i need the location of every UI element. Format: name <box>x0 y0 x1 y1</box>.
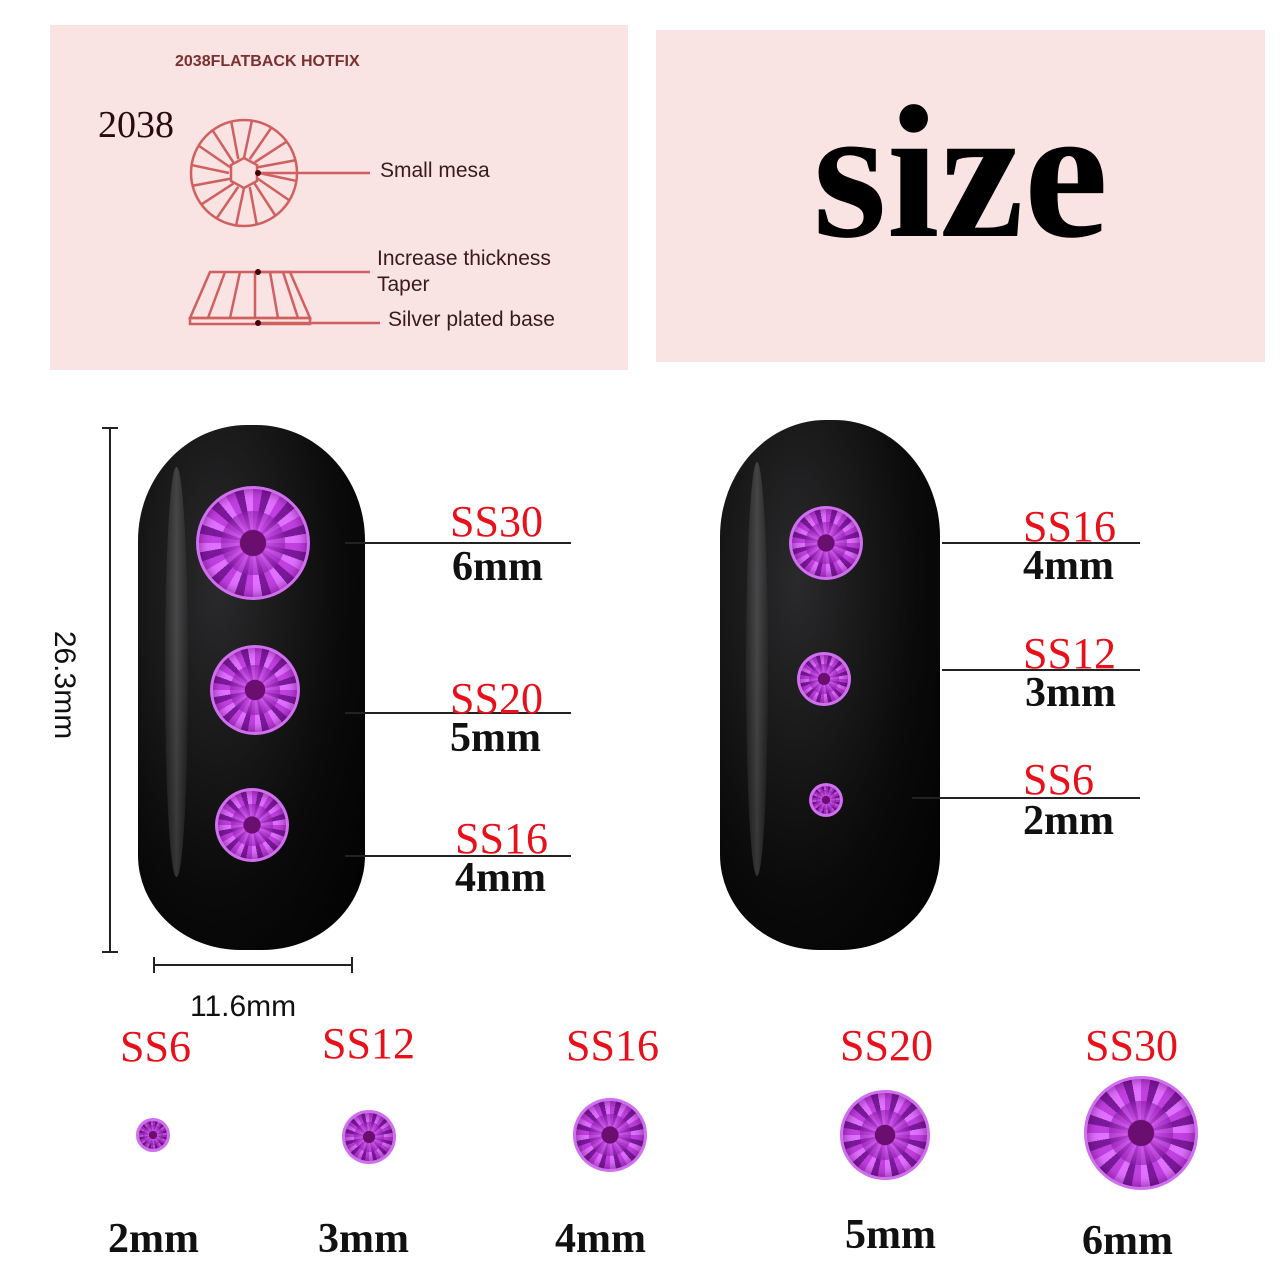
width-dimension-cap <box>351 957 353 973</box>
rhinestone-ss30 <box>196 486 310 600</box>
right-label-ss12: SS12 <box>1023 629 1116 678</box>
right-label-ss6: SS6 <box>1023 755 1094 804</box>
label-silver-plated-base: Silver plated base <box>388 308 555 331</box>
right-label-3mm: 3mm <box>1025 670 1116 716</box>
left-label-ss30: SS30 <box>450 497 543 546</box>
bottom-label-ss30: SS30 <box>1085 1021 1178 1070</box>
height-dimension-cap <box>102 951 118 953</box>
rhinestone-ss6 <box>809 783 843 817</box>
height-dimension-label: 26.3mm <box>48 630 82 740</box>
height-dimension-cap <box>102 427 118 429</box>
left-label-ss20: SS20 <box>450 674 543 723</box>
rhinestone-4mm <box>573 1098 647 1172</box>
bottom-label-ss6: SS6 <box>120 1022 191 1071</box>
rhinestone-diagram <box>188 118 380 326</box>
label-taper: Taper <box>377 273 430 296</box>
rhinestone-5mm <box>840 1090 930 1180</box>
label-small-mesa: Small mesa <box>380 159 490 182</box>
width-dimension-cap <box>153 957 155 973</box>
width-dimension-label: 11.6mm <box>190 990 297 1023</box>
rhinestone-ss20 <box>210 645 300 735</box>
title-panel: size <box>656 30 1265 362</box>
diagram-panel: 2038FLATBACK HOTFIX 2038 Small mesa Incr… <box>50 25 628 370</box>
bottom-label-2mm: 2mm <box>108 1216 199 1262</box>
height-dimension-line <box>109 427 111 953</box>
rhinestone-6mm <box>1084 1076 1198 1190</box>
bottom-label-ss12: SS12 <box>322 1019 415 1068</box>
left-label-4mm: 4mm <box>455 855 546 901</box>
right-label-2mm: 2mm <box>1023 798 1114 844</box>
left-label-5mm: 5mm <box>450 715 541 761</box>
rhinestone-ss16 <box>789 506 863 580</box>
model-number: 2038 <box>98 104 174 146</box>
bottom-label-5mm: 5mm <box>845 1212 936 1258</box>
left-label-6mm: 6mm <box>452 544 543 590</box>
width-dimension-line <box>153 964 353 966</box>
pointer-line <box>942 542 1140 544</box>
pointer-line <box>942 669 1140 671</box>
pointer-line <box>345 712 571 714</box>
left-label-ss16: SS16 <box>455 814 548 863</box>
right-label-ss16: SS16 <box>1023 502 1116 551</box>
diagram-header: 2038FLATBACK HOTFIX <box>175 53 360 70</box>
rhinestone-2mm <box>136 1118 170 1152</box>
label-increase-thickness: Increase thickness <box>377 247 551 270</box>
bottom-label-6mm: 6mm <box>1082 1218 1173 1264</box>
rhinestone-ss16 <box>215 788 289 862</box>
pointer-line <box>912 797 1140 799</box>
right-label-4mm: 4mm <box>1023 543 1114 589</box>
bottom-label-ss20: SS20 <box>840 1021 933 1070</box>
pointer-line <box>345 542 571 544</box>
bottom-label-4mm: 4mm <box>555 1216 646 1262</box>
title-size: size <box>812 68 1109 278</box>
pointer-line <box>345 855 571 857</box>
rhinestone-ss12 <box>797 652 851 706</box>
bottom-label-ss16: SS16 <box>566 1021 659 1070</box>
bottom-label-3mm: 3mm <box>318 1216 409 1262</box>
rhinestone-3mm <box>342 1110 396 1164</box>
